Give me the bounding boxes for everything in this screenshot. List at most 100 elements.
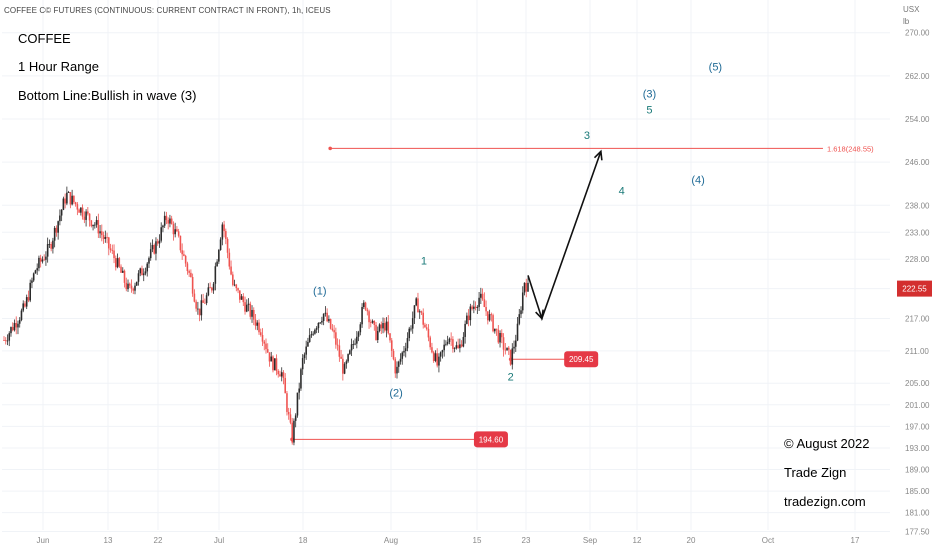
candle-body: [364, 302, 367, 310]
wave-label: 4: [619, 186, 625, 198]
candle-body: [218, 249, 220, 262]
candle-body: [198, 308, 201, 316]
candle-body: [485, 307, 487, 312]
candle-body: [289, 414, 292, 423]
candle-body: [39, 257, 42, 262]
wave-label: (1): [313, 285, 326, 297]
candle-body: [368, 311, 370, 323]
candle-body: [144, 271, 147, 274]
candle-body: [502, 337, 505, 350]
candle-body: [453, 348, 456, 350]
candle-body: [108, 237, 110, 249]
candle-body: [429, 337, 431, 348]
y-tick-label: 181.00: [905, 509, 930, 518]
candle-body: [298, 388, 300, 393]
candle-body: [378, 324, 381, 332]
candle-body: [239, 290, 241, 300]
candle-body: [50, 244, 52, 249]
candle-body: [328, 319, 330, 322]
candle-body: [349, 350, 351, 355]
candle-body: [34, 270, 37, 274]
candle-body: [385, 321, 388, 331]
candle-body: [259, 332, 262, 336]
x-tick-label: Jun: [37, 536, 50, 545]
candle-body: [464, 323, 466, 337]
candle-body: [24, 303, 26, 307]
candle-body: [15, 322, 18, 328]
candle-body: [25, 297, 28, 307]
candle-body: [38, 257, 40, 269]
candle-body: [87, 211, 89, 214]
candle-body: [233, 284, 236, 286]
candle-body: [53, 227, 56, 241]
candle-body: [279, 374, 281, 377]
candle-body: [443, 344, 445, 351]
candle-body: [399, 358, 402, 362]
candle-body: [155, 241, 157, 254]
candle-body: [270, 356, 273, 362]
candle-body: [158, 240, 161, 244]
wave-labels: (1) 1 (2) 2 3 4 5 (3) (4) (5): [313, 61, 722, 399]
candle-body: [375, 324, 377, 340]
candle-body: [232, 274, 234, 285]
candle-body: [148, 258, 150, 264]
x-tick-label: 18: [299, 536, 308, 545]
candle-body: [95, 220, 98, 225]
candle-body: [85, 211, 87, 220]
candle-body: [317, 322, 320, 329]
candle-body: [366, 309, 369, 312]
candle-body: [46, 244, 49, 257]
candle-body: [410, 328, 412, 330]
candle-body: [497, 329, 500, 343]
website-label: tradezign.com: [784, 494, 866, 509]
candle-body: [474, 306, 477, 308]
candle-body: [137, 273, 140, 282]
candle-body: [254, 319, 257, 326]
candle-body: [71, 195, 73, 205]
wave-label: 5: [646, 105, 652, 117]
candle-body: [521, 292, 524, 311]
candle-body: [296, 392, 299, 416]
candle-body: [66, 192, 68, 204]
candle-body: [176, 229, 178, 232]
candle-body: [492, 315, 494, 332]
candle-body: [216, 261, 218, 267]
y-tick-label: 185.00: [905, 487, 930, 496]
candle-body: [205, 295, 208, 304]
candle-body: [114, 258, 117, 268]
candle-body: [506, 347, 508, 351]
candle-body: [322, 313, 325, 321]
candle-body: [188, 271, 190, 273]
candle-body: [265, 343, 267, 350]
candle-body: [36, 268, 38, 271]
y-tick-label: 189.00: [905, 466, 930, 475]
candle-body: [113, 250, 115, 259]
candle-body: [291, 422, 293, 443]
candle-body: [193, 293, 196, 302]
x-tick-label: Jul: [214, 536, 224, 545]
candle-body: [268, 352, 271, 362]
candle-body: [371, 320, 374, 323]
candle-body: [165, 215, 168, 221]
candle-body: [179, 235, 182, 251]
candle-body: [480, 293, 482, 298]
wave-label: (3): [643, 88, 656, 100]
candle-body: [191, 276, 194, 294]
candle-body: [523, 282, 526, 293]
candle-body: [376, 331, 379, 340]
arrowhead-down: [535, 309, 544, 321]
price-levels: [290, 146, 823, 442]
candle-body: [219, 239, 222, 250]
candle-body: [314, 329, 316, 334]
candle-body: [342, 358, 344, 374]
bottom-line-label: Bottom Line:Bullish in wave (3): [18, 88, 197, 103]
candle-body: [310, 334, 313, 336]
candle-body: [52, 240, 54, 249]
candle-body: [462, 336, 465, 347]
candle-body: [235, 284, 238, 289]
candle-body: [17, 323, 19, 328]
candle-body: [132, 288, 135, 291]
x-tick-label: Oct: [762, 536, 775, 545]
candle-body: [127, 283, 129, 290]
candle-body: [106, 237, 108, 238]
